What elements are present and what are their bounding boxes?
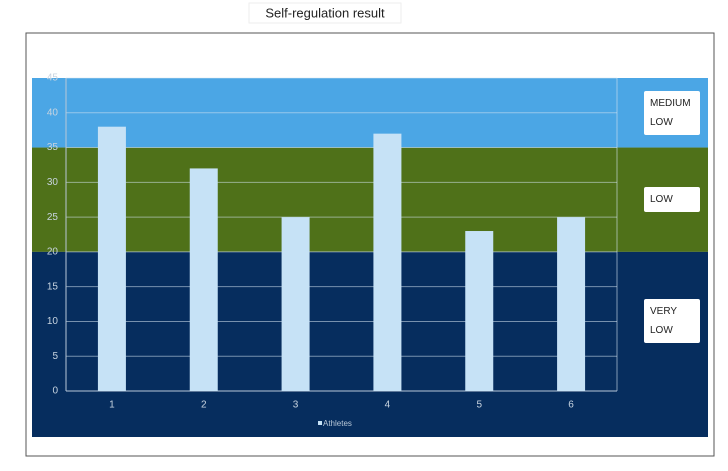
y-tick-label: 40	[47, 107, 59, 118]
x-tick-label: 1	[109, 400, 115, 411]
legend-swatch	[318, 421, 322, 425]
band-label: VERY LOW	[644, 299, 700, 344]
bar	[465, 231, 494, 391]
band	[32, 147, 708, 252]
y-tick-label: 20	[47, 247, 59, 258]
y-tick-label: 35	[47, 142, 59, 153]
y-tick-label: 15	[47, 281, 59, 292]
chart-title: Self-regulation result	[265, 5, 385, 20]
x-tick-label: 2	[201, 400, 207, 411]
y-tick-label: 10	[47, 316, 59, 327]
y-tick-label: 0	[52, 386, 58, 397]
band	[32, 251, 708, 437]
y-tick-label: 5	[52, 351, 58, 362]
title-box	[248, 2, 402, 24]
bar	[557, 217, 586, 391]
x-tick-label: 3	[293, 400, 299, 411]
bar	[373, 133, 402, 391]
bar	[97, 126, 126, 391]
band-label: LOW	[644, 187, 700, 213]
x-tick-label: 5	[476, 400, 482, 411]
x-tick-label: 4	[385, 400, 391, 411]
bar	[189, 168, 218, 391]
x-tick-label: 6	[568, 400, 574, 411]
y-tick-label: 45	[47, 73, 59, 84]
y-tick-label: 25	[47, 212, 59, 223]
bar	[281, 217, 310, 391]
legend-label: Athletes	[323, 419, 352, 428]
band-label: MEDIUM LOW	[644, 90, 700, 135]
y-tick-label: 30	[47, 177, 59, 188]
